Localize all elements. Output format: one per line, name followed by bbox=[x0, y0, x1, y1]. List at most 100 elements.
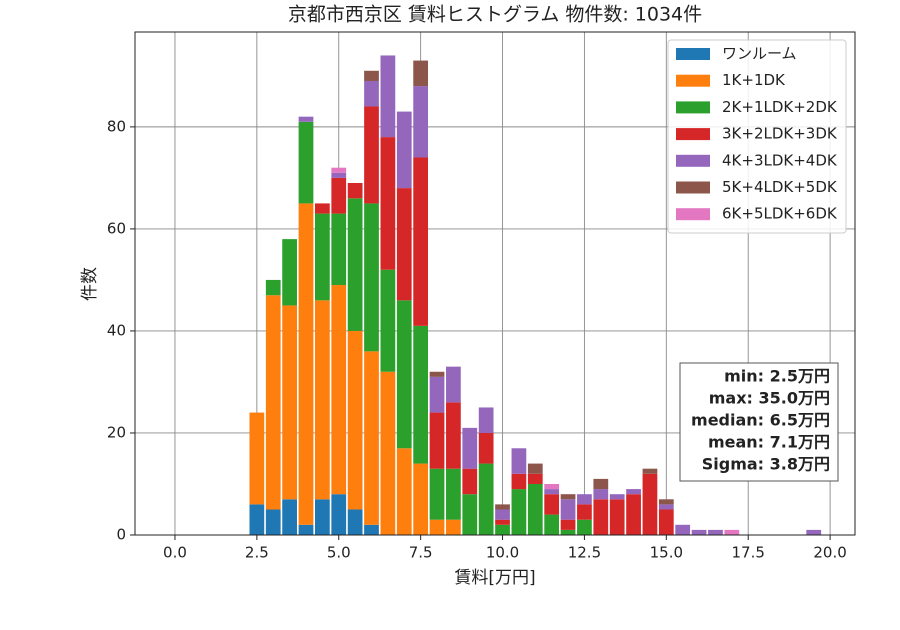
bar-segment bbox=[265, 295, 281, 510]
legend-label: 1K+1DK bbox=[722, 71, 786, 89]
bar-segment bbox=[429, 468, 445, 520]
bar-segment bbox=[478, 432, 494, 464]
bar-segment bbox=[642, 468, 658, 474]
stats-line: min: 2.5万円 bbox=[724, 367, 830, 386]
chart-title: 京都市西京区 賃料ヒストグラム 物件数: 1034件 bbox=[288, 4, 702, 26]
bar-segment bbox=[364, 524, 379, 535]
bar-segment bbox=[609, 499, 625, 535]
bar-segment bbox=[315, 300, 330, 500]
bar-segment bbox=[560, 494, 576, 500]
plot-frame bbox=[134, 31, 856, 536]
bar-segment bbox=[544, 489, 560, 495]
legend-label: ワンルーム bbox=[722, 45, 797, 63]
bar-segment bbox=[380, 371, 396, 535]
bar-segment bbox=[527, 463, 543, 474]
bar-segment bbox=[298, 121, 314, 204]
bar-segment bbox=[315, 499, 330, 535]
bar-segment bbox=[347, 509, 363, 535]
bar-segment bbox=[282, 499, 297, 535]
bar-segment bbox=[577, 519, 592, 535]
bar-segment bbox=[396, 448, 412, 535]
stats-line: median: 6.5万円 bbox=[691, 411, 830, 430]
bar-segment bbox=[249, 504, 265, 535]
bar-segment bbox=[708, 529, 723, 535]
bar-segment bbox=[495, 509, 510, 520]
bar-segment bbox=[626, 494, 641, 535]
bar-segment bbox=[495, 519, 510, 525]
bar-segment bbox=[396, 111, 412, 189]
x-tick-label: 10.0 bbox=[486, 544, 519, 562]
bar-segment bbox=[413, 86, 429, 158]
y-axis-label: 件数 bbox=[80, 267, 100, 301]
bar-segment bbox=[544, 494, 560, 515]
bar-segment bbox=[462, 468, 478, 495]
legend-label: 5K+4LDK+5DK bbox=[722, 178, 838, 196]
bar-segment bbox=[577, 504, 592, 520]
bar-segment bbox=[347, 330, 363, 510]
bar-segment bbox=[675, 524, 691, 535]
x-tick-label: 2.5 bbox=[245, 544, 269, 562]
legend: ワンルーム 1K+1DK 2K+1LDK+2DK 3K+2LDK+3DK 4K+3LDK… bbox=[667, 39, 847, 234]
bar-segment bbox=[396, 188, 412, 301]
stats-box: min: 2.5万円 max: 35.0万円 median: 6.5万円 mean: … bbox=[679, 362, 839, 482]
bar-segment bbox=[249, 412, 265, 505]
bar-segment bbox=[331, 177, 347, 214]
legend-label: 6K+5LDK+6DK bbox=[722, 205, 838, 223]
legend-swatch bbox=[676, 74, 710, 87]
legend-box bbox=[667, 39, 847, 234]
bar-segment bbox=[413, 60, 429, 87]
bar-segment bbox=[495, 524, 510, 535]
x-tick-label: 7.5 bbox=[409, 544, 433, 562]
y-tick-label: 0 bbox=[116, 526, 126, 544]
bar-segment bbox=[593, 489, 609, 500]
bar-segment bbox=[478, 463, 494, 535]
bar-segment bbox=[380, 269, 396, 372]
bar-segment bbox=[413, 325, 429, 464]
x-tick-label: 17.5 bbox=[732, 544, 765, 562]
bar-segment bbox=[298, 524, 314, 535]
bar-segment bbox=[347, 183, 363, 199]
bar-segment bbox=[364, 80, 379, 107]
x-axis-label: 賃料[万円] bbox=[454, 568, 535, 588]
bar-segment bbox=[331, 285, 347, 495]
bar-segment bbox=[446, 468, 461, 520]
y-tick-label: 60 bbox=[107, 219, 126, 237]
bar-segment bbox=[331, 167, 347, 173]
bar-segment bbox=[446, 402, 461, 469]
bar-segment bbox=[560, 529, 576, 535]
bar-segment bbox=[658, 504, 674, 510]
bar-segment bbox=[462, 427, 478, 469]
bar-segment bbox=[364, 351, 379, 525]
bar-segment bbox=[462, 494, 478, 535]
bar-segment bbox=[658, 509, 674, 535]
bar-segment bbox=[511, 473, 527, 490]
bar-segment bbox=[429, 376, 445, 413]
bar-segment bbox=[658, 499, 674, 505]
legend-label: 3K+2LDK+3DK bbox=[722, 125, 838, 143]
bar-segment bbox=[691, 529, 707, 535]
bar-segment bbox=[527, 473, 543, 484]
bar-segment bbox=[364, 106, 379, 204]
legend-swatch bbox=[676, 48, 710, 60]
bar-segment bbox=[609, 494, 625, 500]
y-tick-label: 80 bbox=[107, 117, 126, 135]
bar-segment bbox=[527, 483, 543, 535]
bar-segment bbox=[511, 489, 527, 535]
bar-segment bbox=[282, 305, 297, 500]
bar-segment bbox=[380, 137, 396, 270]
bar-segment bbox=[495, 504, 510, 510]
bar-segment bbox=[364, 203, 379, 352]
legend-swatch bbox=[676, 154, 710, 167]
stats-line: mean: 7.1万円 bbox=[708, 433, 830, 452]
bar-segment bbox=[626, 489, 641, 495]
bar-segment bbox=[806, 529, 822, 535]
bar-segment bbox=[265, 279, 281, 296]
bar-segment bbox=[265, 509, 281, 535]
bar-segment bbox=[577, 494, 592, 505]
x-tick-label: 12.5 bbox=[568, 544, 601, 562]
bar-segment bbox=[315, 203, 330, 214]
bar-segment bbox=[413, 463, 429, 535]
bar-segment bbox=[298, 203, 314, 525]
y-tick-label: 20 bbox=[107, 423, 126, 441]
